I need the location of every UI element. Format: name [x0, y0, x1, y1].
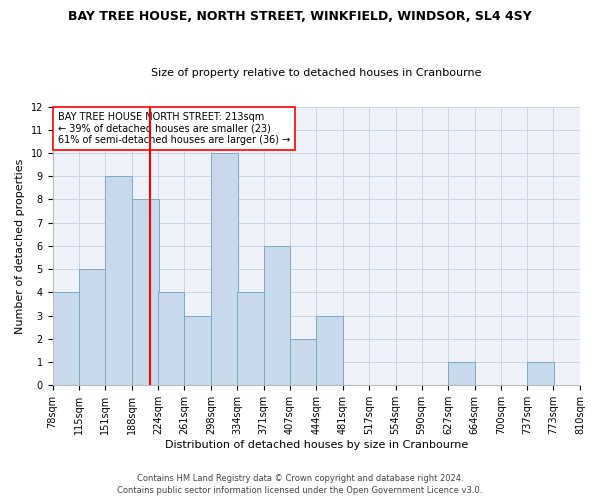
Bar: [237, 292, 264, 386]
Bar: [527, 362, 554, 386]
Text: BAY TREE HOUSE, NORTH STREET, WINKFIELD, WINDSOR, SL4 4SY: BAY TREE HOUSE, NORTH STREET, WINKFIELD,…: [68, 10, 532, 23]
Bar: [448, 362, 475, 386]
Bar: [264, 246, 290, 386]
Y-axis label: Number of detached properties: Number of detached properties: [15, 158, 25, 334]
Bar: [79, 269, 106, 386]
X-axis label: Distribution of detached houses by size in Cranbourne: Distribution of detached houses by size …: [165, 440, 468, 450]
Bar: [211, 153, 238, 386]
Bar: [158, 292, 184, 386]
Bar: [290, 339, 316, 386]
Text: BAY TREE HOUSE NORTH STREET: 213sqm
← 39% of detached houses are smaller (23)
61: BAY TREE HOUSE NORTH STREET: 213sqm ← 39…: [58, 112, 290, 146]
Title: Size of property relative to detached houses in Cranbourne: Size of property relative to detached ho…: [151, 68, 482, 78]
Bar: [132, 200, 158, 386]
Text: Contains HM Land Registry data © Crown copyright and database right 2024.
Contai: Contains HM Land Registry data © Crown c…: [118, 474, 482, 495]
Bar: [184, 316, 211, 386]
Bar: [53, 292, 79, 386]
Bar: [316, 316, 343, 386]
Bar: [105, 176, 132, 386]
